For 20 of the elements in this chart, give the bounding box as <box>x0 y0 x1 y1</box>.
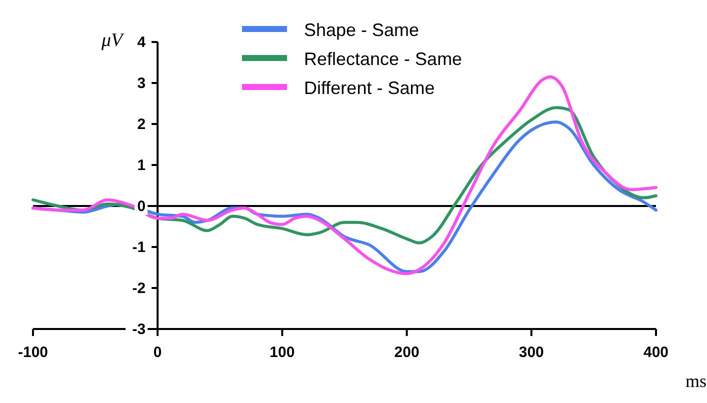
x-tick-label: 400 <box>643 344 669 361</box>
x-tick-label: 0 <box>153 344 162 361</box>
y-tick-label: -2 <box>132 280 146 297</box>
legend-label: Different - Same <box>304 78 435 98</box>
x-tick-label: 300 <box>518 344 544 361</box>
y-tick-label: -1 <box>132 239 146 256</box>
x-axis-title: ms <box>685 371 707 391</box>
legend-label: Shape - Same <box>304 20 420 40</box>
x-tick-label: -100 <box>18 344 48 361</box>
y-tick-label: 0 <box>137 198 146 215</box>
y-tick-label: 1 <box>137 157 146 174</box>
legend-label: Reflectance - Same <box>304 49 462 69</box>
y-axis-title: μV <box>100 30 125 51</box>
line-series <box>32 75 658 276</box>
y-tick-label: -3 <box>132 321 146 338</box>
y-tick-label: 2 <box>137 116 146 133</box>
x-tick-label: 200 <box>394 344 420 361</box>
x-tick-label: 100 <box>270 344 295 361</box>
y-tick-label: 4 <box>137 34 146 51</box>
y-tick-label: 3 <box>137 75 146 92</box>
